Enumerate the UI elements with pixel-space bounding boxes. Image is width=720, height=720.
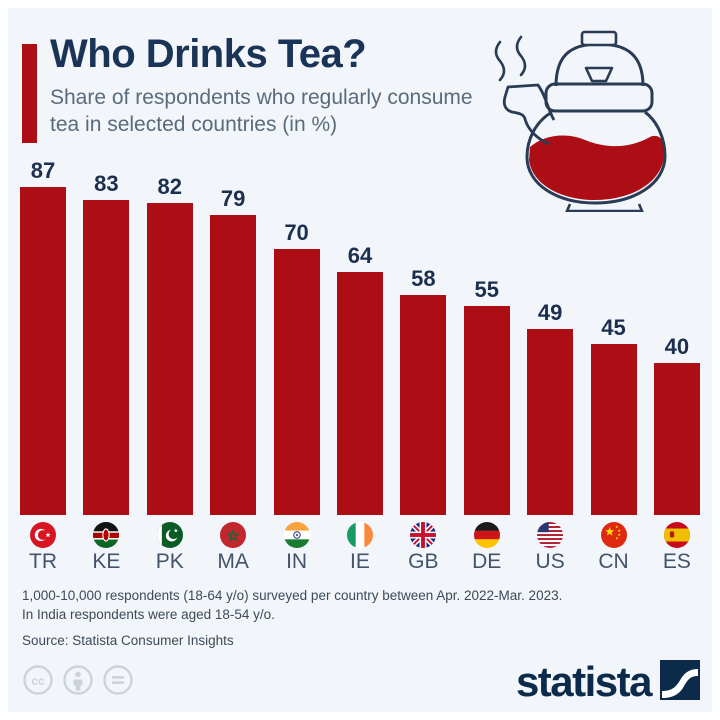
- cc-icon[interactable]: cc: [22, 664, 54, 696]
- source-line: Source: Statista Consumer Insights: [22, 633, 234, 649]
- country-code-label: DE: [472, 550, 502, 573]
- country-code-label: TR: [29, 550, 57, 573]
- bar-de: [463, 306, 510, 515]
- country-code-label: MA: [217, 550, 249, 573]
- country-code-label: PK: [155, 550, 184, 573]
- country-code-label: ES: [662, 550, 691, 573]
- statista-wordmark: statista: [515, 658, 653, 706]
- country-code-label: US: [535, 550, 565, 573]
- country-code-label: IN: [286, 550, 308, 573]
- bar-column-cn: 45 CN: [590, 158, 637, 574]
- country-code-label: GB: [408, 550, 439, 573]
- bar-gb: [400, 294, 447, 515]
- flag-germany-icon: [473, 522, 500, 548]
- country-code-label: KE: [92, 550, 121, 573]
- bar-ie: [336, 271, 383, 515]
- bar-pk: [146, 203, 193, 515]
- header: Who Drinks Tea? Share of respondents who…: [8, 8, 712, 212]
- flag-china-icon: [600, 522, 627, 548]
- license-icons[interactable]: cc: [22, 664, 134, 696]
- bar-us: [527, 328, 574, 515]
- bar-column-pk: 82 PK: [146, 158, 193, 574]
- footnote-line-2: In India respondents were aged 18-54 y/o…: [22, 607, 275, 623]
- flag-kenya-icon: [93, 522, 120, 548]
- bar-column-ke: 83 KE: [83, 158, 130, 574]
- statista-swoosh-icon: [660, 660, 700, 700]
- bar-column-de: 55 DE: [463, 158, 510, 574]
- bar-column-ie: 64 IE: [336, 158, 383, 574]
- flag-pakistan-icon: [156, 522, 183, 548]
- attribution-person-icon[interactable]: [62, 664, 94, 696]
- bar-column-in: 70 IN: [273, 158, 320, 574]
- bar-tr: [20, 187, 66, 515]
- bar-value-label: 82: [157, 174, 183, 200]
- page-title: Who Drinks Tea?: [50, 32, 367, 76]
- bar-value-label: 55: [474, 277, 499, 302]
- flag-united-states-icon: [537, 522, 564, 548]
- bar-value-label: 45: [601, 315, 626, 340]
- footnote-line-1: 1,000-10,000 respondents (18-64 y/o) sur…: [22, 588, 563, 603]
- footer: cc statista: [22, 658, 700, 706]
- country-code-label: IE: [350, 550, 370, 573]
- bar-value-label: 49: [537, 299, 563, 325]
- bar-ke: [83, 199, 130, 515]
- flag-united-kingdom-icon: [410, 522, 437, 548]
- bar-value-label: 40: [664, 334, 690, 359]
- bar-cn: [590, 344, 637, 515]
- bar-value-label: 70: [284, 220, 309, 245]
- bar-value-label: 58: [411, 265, 436, 291]
- page-subtitle: Share of respondents who regularly consu…: [50, 86, 473, 136]
- bar-value-label: 79: [220, 185, 246, 211]
- teapot-icon: [494, 30, 667, 212]
- bar-chart: 87 TR 83 KE 82 PK 79 MA 70 IN 64 IE 58 GB 55 DE 49 US 45 CN…: [8, 158, 712, 574]
- bar-value-label: 83: [94, 170, 119, 196]
- bar-column-gb: 58 GB: [400, 158, 447, 574]
- bar-column-ma: 79 MA: [210, 158, 257, 574]
- no-derivatives-equals-icon[interactable]: [102, 664, 134, 696]
- flag-turkey-icon: [30, 522, 56, 548]
- flag-morocco-icon: [220, 522, 247, 548]
- bar-value-label: 87: [30, 158, 56, 183]
- title-block: Who Drinks Tea? Share of respondents who…: [50, 32, 480, 139]
- bar-es: [653, 363, 700, 515]
- flag-spain-icon: [663, 522, 690, 548]
- flag-ireland-icon: [346, 522, 373, 548]
- infographic-panel: Who Drinks Tea? Share of respondents who…: [8, 8, 712, 712]
- statista-logo[interactable]: statista: [515, 658, 700, 706]
- flag-india-icon: [283, 522, 310, 548]
- bar-column-es: 40 ES: [653, 158, 700, 574]
- bar-value-label: 64: [347, 242, 373, 268]
- footnote-block: 1,000-10,000 respondents (18-64 y/o) sur…: [8, 574, 712, 624]
- svg-text:cc: cc: [31, 674, 45, 688]
- title-accent-bar: [22, 44, 37, 143]
- bar-column-tr: 87 TR: [20, 158, 66, 574]
- bar-in: [273, 249, 320, 515]
- bar-column-us: 49 US: [527, 158, 574, 574]
- country-code-label: CN: [598, 550, 629, 573]
- bar-ma: [210, 214, 257, 515]
